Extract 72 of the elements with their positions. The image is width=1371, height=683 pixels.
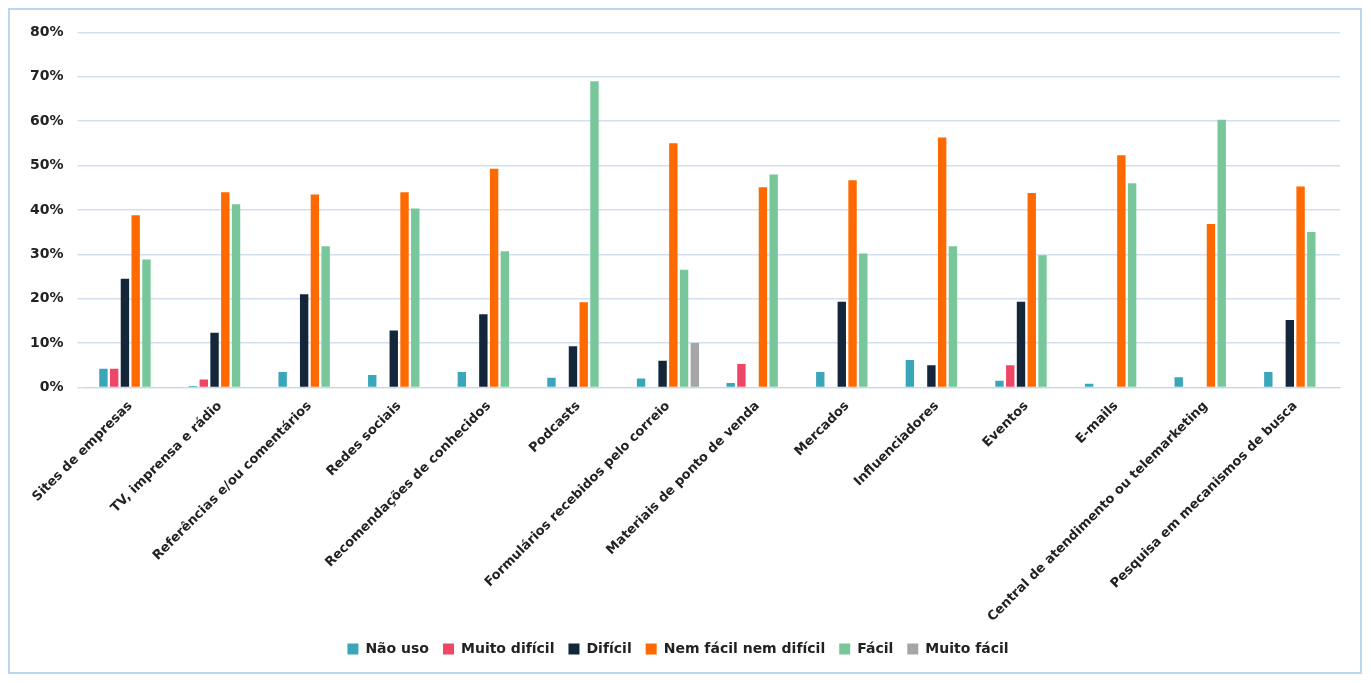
bar <box>948 246 958 387</box>
y-tick-label: 10% <box>29 333 64 350</box>
bar <box>937 137 947 387</box>
bar <box>1027 193 1036 387</box>
bar <box>568 346 578 387</box>
bar <box>109 368 119 387</box>
bar <box>737 363 746 387</box>
legend-label: Não uso <box>365 639 430 656</box>
y-tick-label: 20% <box>29 289 64 306</box>
bar <box>1285 319 1295 387</box>
bar <box>579 302 588 387</box>
bar <box>848 180 857 387</box>
bar <box>231 204 241 387</box>
bar <box>758 187 768 387</box>
bar <box>500 251 510 387</box>
bar <box>905 359 915 387</box>
bar <box>1296 186 1305 387</box>
bar <box>1307 232 1316 387</box>
bar <box>1016 301 1026 387</box>
bar <box>368 374 377 387</box>
bar <box>679 269 689 387</box>
bar <box>690 343 700 387</box>
legend-label: Fácil <box>857 639 894 656</box>
bar <box>1174 377 1183 387</box>
bar <box>1038 255 1047 387</box>
bar <box>321 246 330 387</box>
bar <box>479 314 488 387</box>
bar <box>131 215 140 387</box>
bar <box>199 379 208 387</box>
bar <box>1217 119 1226 387</box>
bar <box>769 174 778 387</box>
bar <box>310 194 320 387</box>
legend-label: Muito fácil <box>925 639 1009 656</box>
y-tick-label: 0% <box>39 378 64 395</box>
bar <box>278 371 287 387</box>
bar <box>1117 155 1126 387</box>
bar <box>299 294 309 387</box>
y-tick-label: 70% <box>29 67 64 84</box>
y-tick-label: 30% <box>29 244 64 261</box>
bar <box>995 380 1004 387</box>
legend-label: Nem fácil nem difícil <box>663 639 826 656</box>
bar <box>1006 365 1015 387</box>
bar <box>120 278 130 387</box>
bar <box>389 330 398 387</box>
bar <box>142 259 151 387</box>
bar <box>1127 183 1137 387</box>
bar <box>590 81 599 387</box>
bar <box>210 332 219 387</box>
bar <box>400 192 409 387</box>
bar <box>411 208 420 387</box>
y-tick-label: 40% <box>29 200 64 217</box>
bar <box>1264 371 1273 387</box>
y-tick-label: 80% <box>29 23 64 40</box>
y-tick-label: 50% <box>29 156 64 173</box>
bar <box>669 143 678 387</box>
bar <box>859 253 868 387</box>
bar <box>99 368 108 387</box>
legend-label: Muito difícil <box>460 639 555 656</box>
bar <box>816 371 825 387</box>
bar <box>489 168 499 387</box>
bar <box>457 371 467 387</box>
bar <box>1206 224 1216 387</box>
bar <box>636 378 646 387</box>
legend-label: Difícil <box>586 639 632 656</box>
bar <box>658 360 667 387</box>
bar <box>726 382 735 387</box>
bar <box>547 377 556 387</box>
bar <box>221 192 230 387</box>
bar <box>1084 383 1094 387</box>
bar <box>837 301 846 387</box>
y-tick-label: 60% <box>29 111 64 128</box>
bar <box>927 365 936 387</box>
